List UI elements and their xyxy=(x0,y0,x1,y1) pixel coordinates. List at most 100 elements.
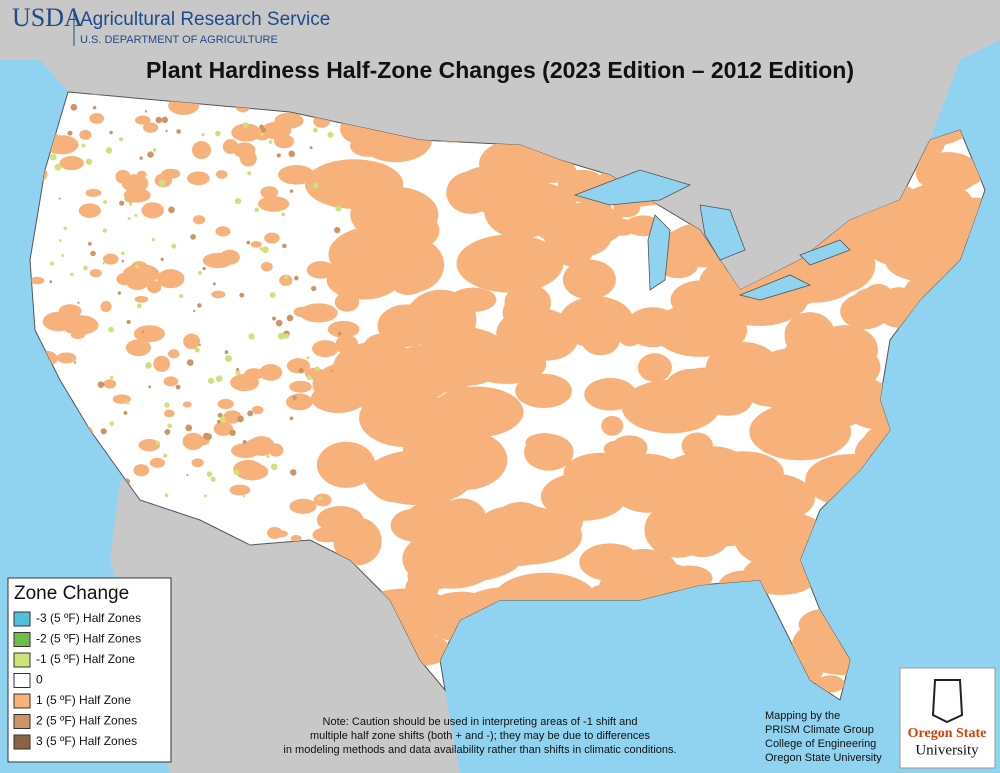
patch xyxy=(213,421,234,436)
patch xyxy=(753,672,790,700)
patch xyxy=(938,339,985,391)
patch xyxy=(742,554,819,596)
speck xyxy=(176,129,181,134)
patch xyxy=(692,517,721,544)
patch xyxy=(791,615,900,676)
speck xyxy=(160,257,164,261)
patch xyxy=(133,464,150,477)
speck xyxy=(337,331,342,336)
patch xyxy=(299,303,338,323)
patch xyxy=(854,654,891,686)
speck xyxy=(281,212,286,217)
patch xyxy=(949,292,985,328)
speck xyxy=(229,429,236,436)
speck xyxy=(165,129,168,133)
legend-swatch xyxy=(13,632,31,647)
legend-title: Zone Change xyxy=(14,583,129,604)
patch xyxy=(866,479,947,531)
legend-swatch xyxy=(13,714,31,729)
patch xyxy=(112,394,131,404)
patch xyxy=(940,408,985,442)
patch xyxy=(890,596,937,632)
patch xyxy=(289,380,312,393)
patch xyxy=(268,443,284,457)
patch xyxy=(542,506,583,537)
patch xyxy=(161,168,181,179)
speck xyxy=(235,367,240,372)
legend-label: 3 (5 ºF) Half Zones xyxy=(36,734,137,748)
patch xyxy=(235,463,269,481)
patch xyxy=(31,516,63,534)
speck xyxy=(311,285,317,292)
patch xyxy=(883,600,944,649)
patch xyxy=(267,526,283,539)
patch xyxy=(670,280,733,320)
patch xyxy=(167,349,180,359)
patch xyxy=(233,142,256,159)
legend-swatch xyxy=(13,611,31,627)
note: Note: Caution should be used in interpre… xyxy=(283,716,676,756)
patch xyxy=(143,122,159,133)
patch xyxy=(141,202,164,219)
speck xyxy=(51,386,59,393)
speck xyxy=(277,332,285,340)
speck xyxy=(312,127,318,133)
speck xyxy=(312,182,319,189)
patch xyxy=(638,621,685,666)
canada xyxy=(0,0,1000,290)
speck xyxy=(164,493,169,498)
patch xyxy=(905,594,960,643)
patch xyxy=(920,415,985,473)
patch xyxy=(85,188,102,197)
patch xyxy=(610,666,646,697)
patch xyxy=(56,352,77,364)
patch xyxy=(328,225,434,284)
patch xyxy=(75,540,92,549)
note-line: in modeling methods and data availabilit… xyxy=(283,744,676,756)
speck xyxy=(270,463,278,471)
speck xyxy=(215,130,221,137)
speck xyxy=(145,362,152,369)
legend-label: 2 (5 ºF) Half Zones xyxy=(36,714,137,728)
speck xyxy=(97,381,105,389)
speck xyxy=(259,124,265,130)
patch xyxy=(231,443,260,459)
speck xyxy=(148,385,152,389)
patch xyxy=(229,484,251,496)
patch xyxy=(889,552,926,584)
speck xyxy=(254,207,259,213)
patch xyxy=(665,638,722,677)
patch xyxy=(261,261,273,272)
speck xyxy=(136,303,142,309)
speck xyxy=(306,374,312,381)
patch xyxy=(89,269,102,278)
patch xyxy=(279,274,293,287)
patch xyxy=(723,473,815,524)
patch xyxy=(327,320,360,338)
speck xyxy=(67,430,74,436)
patch xyxy=(923,496,985,554)
speck xyxy=(179,294,184,299)
speck xyxy=(118,137,124,142)
legend-label: 0 xyxy=(36,673,43,687)
patch xyxy=(30,276,45,285)
patch xyxy=(844,484,940,541)
patch xyxy=(918,418,963,442)
speck xyxy=(202,266,206,271)
patch xyxy=(898,615,934,648)
patch xyxy=(211,290,226,299)
patch xyxy=(646,672,724,700)
speck xyxy=(262,246,269,254)
speck xyxy=(50,261,55,266)
patch xyxy=(350,135,387,157)
patch xyxy=(666,646,692,666)
speck xyxy=(201,133,205,137)
patch xyxy=(687,637,768,692)
speck xyxy=(102,228,107,233)
speck xyxy=(121,259,125,263)
speck xyxy=(85,158,93,165)
speck xyxy=(163,453,168,458)
patch xyxy=(881,396,985,452)
patch xyxy=(257,196,290,212)
